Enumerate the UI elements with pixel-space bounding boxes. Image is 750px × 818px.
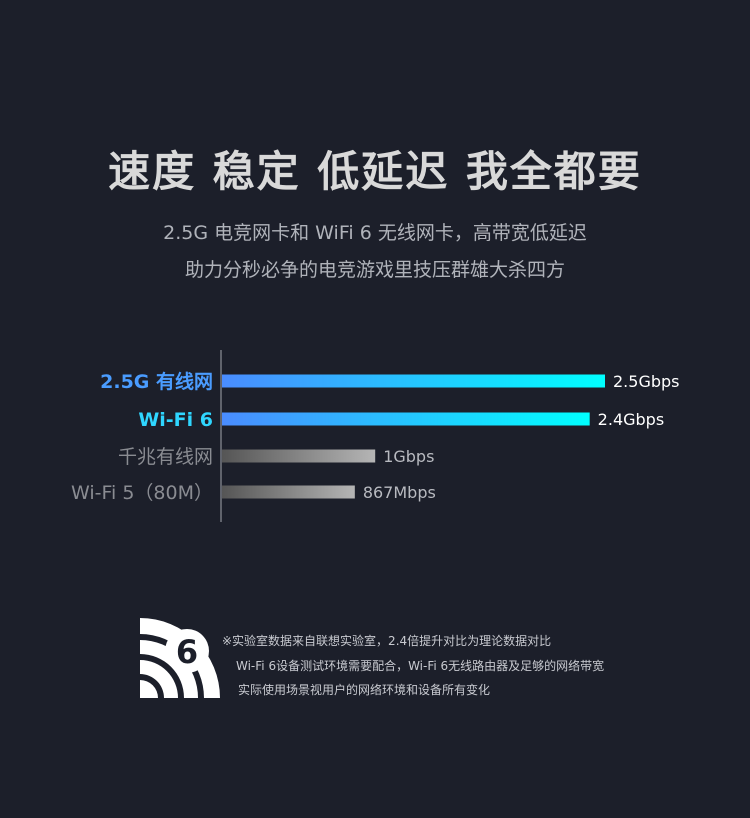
- bar: [222, 449, 376, 463]
- subtitle-line-1: 2.5G 电竞网卡和 WiFi 6 无线网卡，高带宽低延迟: [163, 222, 587, 244]
- data-label: 867Mbps: [363, 483, 436, 502]
- wifi6-logo-icon: 6: [140, 618, 220, 698]
- speed-bar-chart: 2.5G 有线网 2.5Gbps Wi-Fi 6 2.4Gbps 千兆有线网 1Gbps W…: [71, 350, 680, 522]
- bar: [222, 412, 590, 426]
- data-label: 1Gbps: [383, 447, 434, 466]
- category-label: Wi-Fi 6: [138, 409, 213, 431]
- svg-text:6: 6: [176, 633, 198, 671]
- data-label: 2.5Gbps: [613, 372, 680, 391]
- footnote-1: ※实验室数据来自联想实验室，2.4倍提升对比为理论数据对比: [222, 634, 552, 648]
- category-label: 2.5G 有线网: [100, 370, 213, 393]
- data-label: 2.4Gbps: [598, 410, 665, 429]
- bar: [222, 374, 605, 388]
- page-title: 速度 稳定 低延迟 我全都要: [108, 147, 642, 196]
- category-label: 千兆有线网: [118, 446, 213, 468]
- subtitle-line-2: 助力分秒必争的电竞游戏里技压群雄大杀四方: [184, 259, 565, 281]
- footnote-2: Wi-Fi 6设备测试环境需要配合，Wi-Fi 6无线路由器及足够的网络带宽: [236, 659, 605, 673]
- footnote-3: 实际使用场景视用户的网络环境和设备所有变化: [238, 683, 491, 697]
- category-label: Wi-Fi 5（80M）: [71, 482, 213, 504]
- bar: [222, 485, 355, 499]
